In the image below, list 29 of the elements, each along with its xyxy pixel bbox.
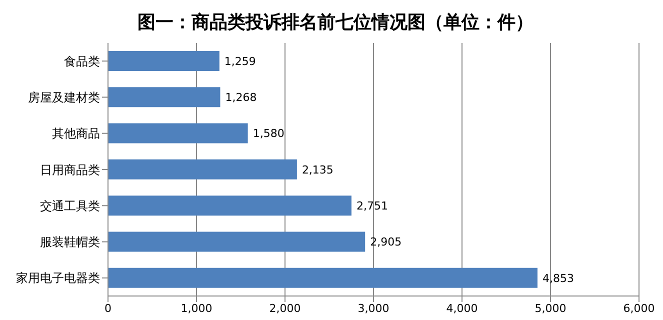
bar (108, 268, 538, 288)
data-label: 2,135 (302, 163, 334, 176)
y-tick-label: 家用电子电器类 (16, 271, 100, 286)
x-tick-label: 1,000 (180, 302, 212, 315)
y-tick-label: 服装鞋帽类 (40, 235, 100, 250)
data-label: 4,853 (542, 272, 574, 285)
y-tick-label: 日用商品类 (40, 162, 100, 177)
x-tick-label: 4,000 (446, 302, 478, 315)
x-tick-label: 2,000 (269, 302, 301, 315)
bar (108, 159, 297, 180)
x-tick-label: 6,000 (623, 302, 655, 315)
data-label: 2,751 (356, 199, 388, 212)
bar (108, 232, 366, 252)
bar (108, 196, 352, 216)
data-label: 1,580 (252, 127, 284, 140)
y-tick-label: 其他商品 (52, 126, 100, 141)
x-tick-label: 0 (104, 302, 112, 315)
data-label: 2,905 (370, 236, 402, 249)
bar (108, 123, 248, 144)
data-label: 1,268 (225, 91, 257, 104)
y-tick-label: 食品类 (64, 54, 100, 68)
bar (108, 51, 220, 71)
data-label: 1,259 (224, 54, 256, 68)
x-tick-label: 5,000 (534, 302, 566, 315)
y-tick-label: 房屋及建材类 (28, 90, 100, 104)
y-tick-label: 交通工具类 (40, 198, 100, 213)
chart-title: 图一：商品类投诉排名前七位情况图（单位：件） (136, 11, 534, 35)
x-tick-label: 3,000 (358, 302, 390, 315)
bar (108, 87, 220, 108)
